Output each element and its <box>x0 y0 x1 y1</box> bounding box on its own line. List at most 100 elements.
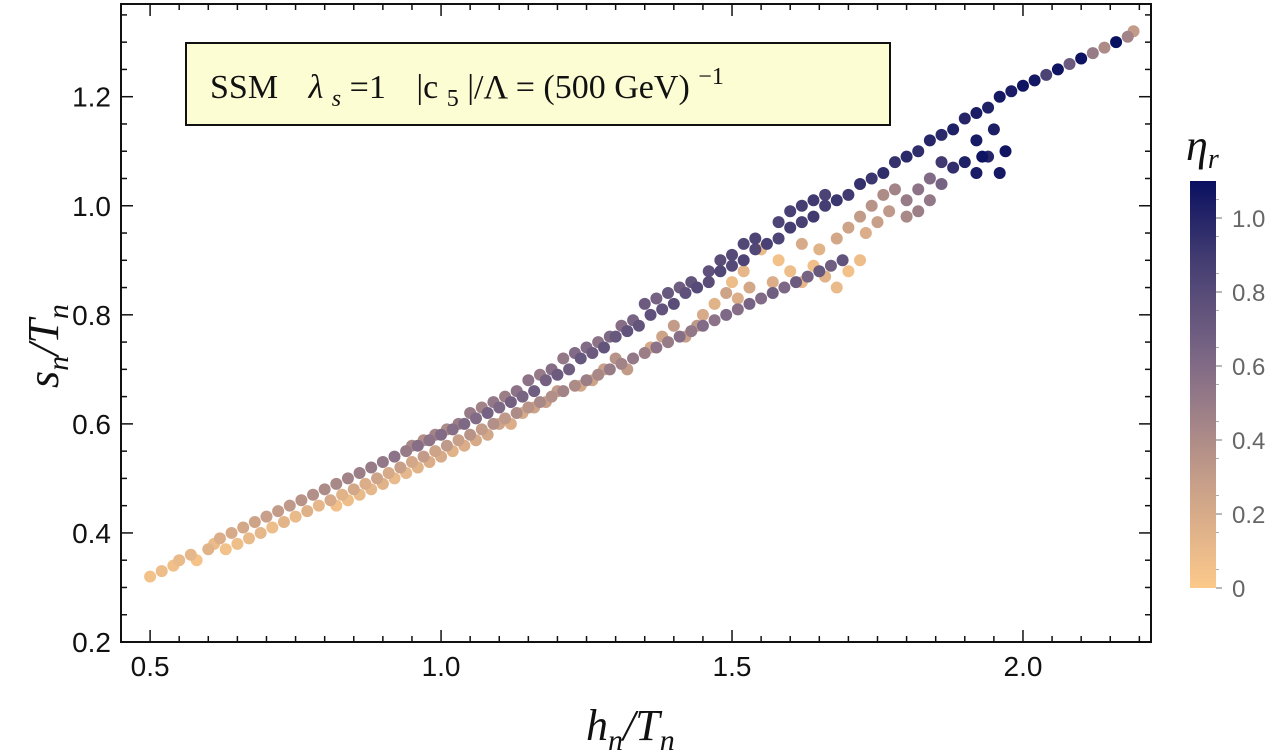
data-point <box>341 472 354 485</box>
data-point <box>824 259 837 272</box>
data-point <box>743 297 756 310</box>
data-point <box>277 516 290 529</box>
data-point <box>458 417 471 430</box>
data-point <box>580 374 593 387</box>
data-point <box>272 505 285 518</box>
data-point <box>359 477 372 490</box>
data-point <box>958 112 971 125</box>
data-point <box>970 134 983 147</box>
annotation-model: SSM <box>210 69 278 106</box>
annotation-box: SSM λ s =1 |c 5 |/Λ = (500 GeV) −1 <box>185 42 891 126</box>
data-point <box>784 205 797 218</box>
data-point <box>993 90 1006 103</box>
data-point <box>679 287 692 300</box>
data-point <box>347 483 360 496</box>
data-point <box>720 287 733 300</box>
data-point <box>737 237 750 250</box>
data-point <box>248 516 261 529</box>
data-point <box>254 526 267 539</box>
annotation-c5: |c <box>416 69 438 106</box>
data-point <box>813 265 826 278</box>
data-point <box>923 134 936 147</box>
data-point <box>650 341 663 354</box>
data-point <box>888 156 901 169</box>
data-point <box>784 265 797 278</box>
data-point <box>749 243 762 256</box>
data-point <box>935 177 948 190</box>
data-point <box>737 254 750 267</box>
data-point <box>999 145 1012 158</box>
data-point <box>691 281 704 294</box>
data-points <box>144 25 1140 583</box>
data-point <box>563 363 576 376</box>
data-point <box>819 188 832 201</box>
data-point <box>819 199 832 212</box>
data-point <box>958 156 971 169</box>
data-point <box>516 390 529 403</box>
data-point <box>923 194 936 207</box>
data-point <box>307 488 320 501</box>
data-point <box>976 150 989 163</box>
data-point <box>609 330 622 343</box>
data-point <box>662 336 675 349</box>
data-point <box>592 368 605 381</box>
data-point <box>539 374 552 387</box>
data-point <box>714 265 727 278</box>
data-point <box>644 308 657 321</box>
data-point <box>888 183 901 196</box>
data-point <box>545 390 558 403</box>
data-point <box>912 205 925 218</box>
data-point <box>411 439 424 452</box>
x-axis-title-slash: /T <box>620 701 663 750</box>
data-point <box>603 363 616 376</box>
data-point <box>854 210 867 223</box>
data-point <box>650 292 663 305</box>
data-point <box>947 123 960 136</box>
data-point <box>312 499 325 512</box>
data-point <box>510 406 523 419</box>
y-axis-title-main: s <box>19 371 68 388</box>
data-point <box>336 488 349 501</box>
data-point <box>993 167 1006 180</box>
data-point <box>807 210 820 223</box>
data-point <box>429 445 442 458</box>
annotation-text: SSM λ s =1 |c 5 |/Λ = (500 GeV) −1 <box>210 64 724 114</box>
data-point <box>877 167 890 180</box>
annotation-exponent: −1 <box>698 64 724 90</box>
data-point <box>202 543 215 556</box>
data-point <box>1063 57 1076 70</box>
data-point <box>371 472 384 485</box>
annotation-lambda-value: =1 <box>350 69 386 106</box>
data-point <box>760 237 773 250</box>
y-tick-label: 1.0 <box>72 191 111 222</box>
annotation-lambda-sub: s <box>332 86 341 112</box>
data-point <box>522 374 535 387</box>
data-point <box>144 570 157 583</box>
data-point <box>568 379 581 392</box>
y-tick-label: 1.2 <box>72 82 111 113</box>
data-point <box>324 494 337 507</box>
colorbar-title-main: η <box>1186 121 1208 170</box>
x-tick-label: 1.5 <box>713 651 752 682</box>
data-point <box>376 456 389 469</box>
data-point <box>1016 79 1029 92</box>
colorbar-tick-label: 0 <box>1232 576 1245 603</box>
data-point <box>726 259 739 272</box>
data-point <box>475 423 488 436</box>
data-point <box>702 265 715 278</box>
data-point <box>656 303 669 316</box>
data-point <box>586 346 599 359</box>
data-point <box>499 412 512 425</box>
data-point <box>871 216 884 229</box>
data-point <box>365 461 378 474</box>
annotation-lambda: λ <box>308 69 324 106</box>
data-point <box>749 232 762 245</box>
y-tick-label: 0.2 <box>72 627 111 658</box>
data-point <box>638 297 651 310</box>
data-point <box>1005 85 1018 98</box>
data-point <box>842 188 855 201</box>
data-point <box>173 554 186 567</box>
data-point <box>667 297 680 310</box>
data-point <box>388 450 401 463</box>
colorbar-gradient <box>1190 181 1216 588</box>
